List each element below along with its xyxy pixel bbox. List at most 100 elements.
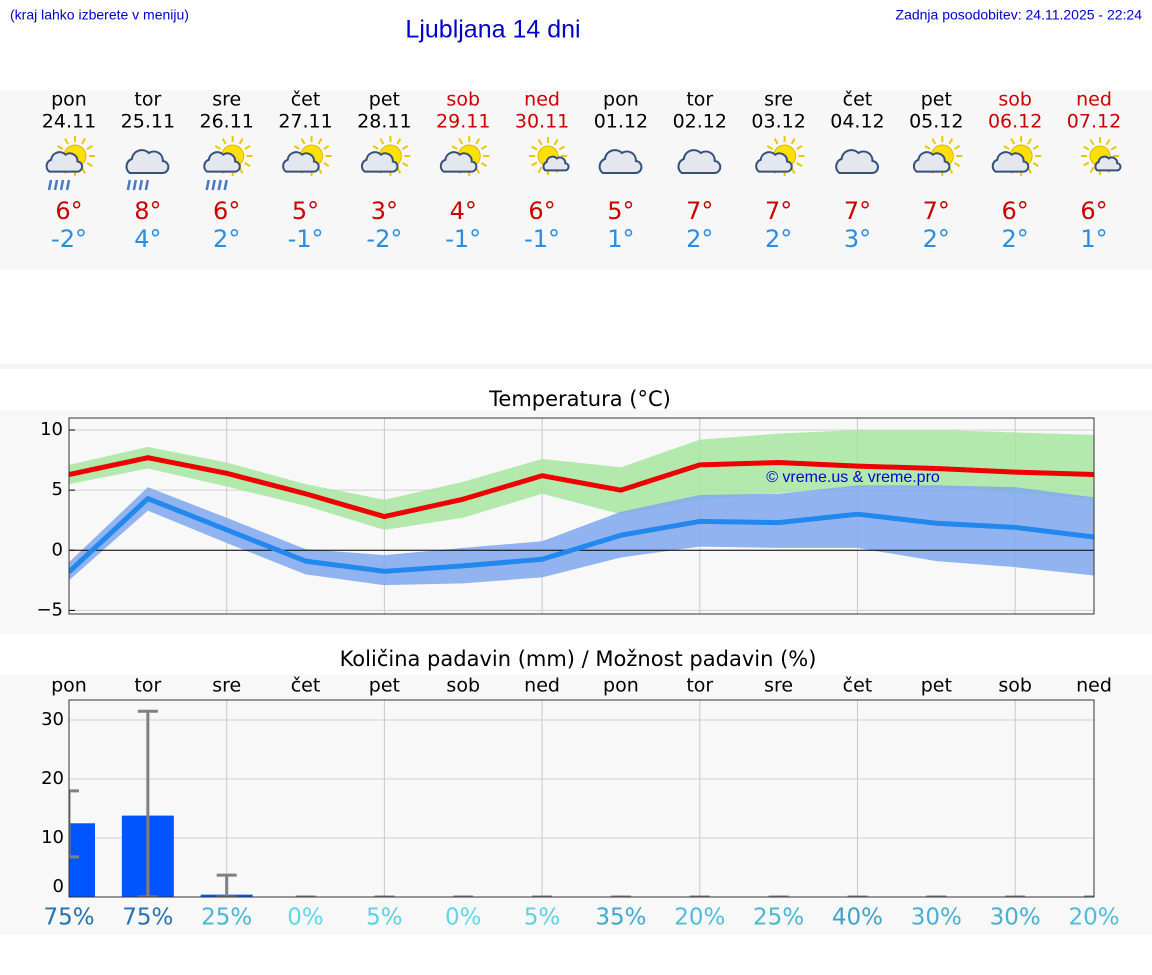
rain-drop xyxy=(223,179,228,191)
rain-drop xyxy=(217,179,222,191)
sun-ray xyxy=(1105,139,1111,146)
rain-drop xyxy=(59,179,65,191)
date: 07.12 xyxy=(1067,111,1121,133)
x-tick-label: ned xyxy=(1076,675,1112,697)
weekday: sre xyxy=(764,89,793,111)
precip-chance: 35% xyxy=(595,905,646,931)
date: 05.12 xyxy=(909,111,963,133)
sun-ray xyxy=(86,145,93,150)
sun-ray xyxy=(396,138,402,145)
update-time: Zadnja posodobitev: 24.11.2025 - 22:24 xyxy=(896,7,1143,23)
sun-ray xyxy=(1003,145,1010,150)
menu-note[interactable]: (kraj lahko izberete v meniju) xyxy=(10,7,189,23)
x-tick-label: čet xyxy=(843,675,873,697)
cloud xyxy=(45,151,84,173)
sun-ray xyxy=(790,138,796,145)
max-temp: 5° xyxy=(607,197,634,225)
weather-icon xyxy=(598,149,643,174)
sun-ray xyxy=(451,145,458,150)
precip-chance: 75% xyxy=(122,905,173,931)
sun-ray xyxy=(553,139,559,146)
precip-chance: 0% xyxy=(445,905,482,931)
date: 30.11 xyxy=(515,111,569,133)
weather-icon xyxy=(835,149,879,174)
sun-ray xyxy=(57,145,64,150)
weather-icon xyxy=(439,136,490,176)
sun-ray xyxy=(766,145,773,150)
sun-ray xyxy=(317,138,323,145)
precip-chance: 40% xyxy=(832,905,883,931)
sun-ray xyxy=(238,138,244,145)
cloud xyxy=(755,151,793,173)
precip-chance: 20% xyxy=(674,905,725,931)
min-temp: 2° xyxy=(213,225,240,253)
max-temp: 8° xyxy=(134,197,161,225)
weather-icon xyxy=(529,137,570,175)
sun-ray xyxy=(475,138,481,145)
max-temp: 7° xyxy=(765,197,792,225)
sun-ray xyxy=(537,139,543,146)
weather-icon xyxy=(755,136,805,176)
x-tick-label: tor xyxy=(686,675,713,697)
x-tick-label: pet xyxy=(921,675,952,697)
max-temp: 3° xyxy=(371,197,398,225)
cloud xyxy=(598,149,643,174)
weekday: sob xyxy=(446,89,480,111)
cloud xyxy=(439,151,478,173)
sun-ray xyxy=(531,161,538,167)
sun-ray xyxy=(221,138,227,145)
date: 04.12 xyxy=(830,111,884,133)
cloud xyxy=(1094,155,1122,172)
cloud xyxy=(677,149,722,174)
sun-ray xyxy=(293,145,300,150)
plot-layer xyxy=(69,709,1094,897)
min-temp: 2° xyxy=(686,225,713,253)
weekday: sre xyxy=(212,89,241,111)
precip-chance: 25% xyxy=(753,905,804,931)
sun-ray xyxy=(480,145,488,150)
rain-drop xyxy=(126,179,132,191)
max-temp: 7° xyxy=(923,197,950,225)
sun-ray xyxy=(379,138,385,145)
min-temp: 1° xyxy=(607,225,634,253)
weekday: tor xyxy=(134,89,161,111)
cloud xyxy=(203,151,241,173)
precip-chance: 20% xyxy=(1068,905,1119,931)
date: 27.11 xyxy=(278,111,332,133)
weekday: ned xyxy=(524,89,560,111)
precip-chance: 30% xyxy=(990,905,1041,931)
sun-ray xyxy=(1089,166,1095,173)
sun-ray xyxy=(953,145,961,150)
cloud xyxy=(282,151,320,173)
days-panel xyxy=(0,90,1152,270)
cloud xyxy=(125,149,170,174)
rain-drop xyxy=(138,179,144,191)
sun-ray xyxy=(300,138,306,145)
min-temp: 2° xyxy=(765,225,792,253)
temperature-line xyxy=(69,455,1094,520)
sun-ray xyxy=(323,162,330,167)
min-temp: -1° xyxy=(524,225,560,253)
y-tick-label: 0 xyxy=(53,876,64,897)
x-tick-label: pet xyxy=(369,675,400,697)
max-temp: 5° xyxy=(292,197,319,225)
sun-ray xyxy=(537,166,543,173)
weekday: pet xyxy=(369,89,400,111)
sun-ray xyxy=(244,162,251,167)
x-tick-label: čet xyxy=(291,675,321,697)
sun-ray xyxy=(796,145,803,150)
x-tick-label: ned xyxy=(524,675,560,697)
weather-icon xyxy=(125,149,170,191)
date: 03.12 xyxy=(751,111,805,133)
x-tick-label: pon xyxy=(603,675,639,697)
precip-chance: 5% xyxy=(366,905,403,931)
cloud xyxy=(360,151,399,173)
weather-icon xyxy=(1081,137,1122,175)
min-temp: -2° xyxy=(51,225,87,253)
rain-drop xyxy=(144,179,150,191)
x-tick-label: sre xyxy=(764,675,793,697)
separator xyxy=(0,364,1152,369)
rain-drop xyxy=(211,179,216,191)
weather-icon xyxy=(282,136,332,176)
